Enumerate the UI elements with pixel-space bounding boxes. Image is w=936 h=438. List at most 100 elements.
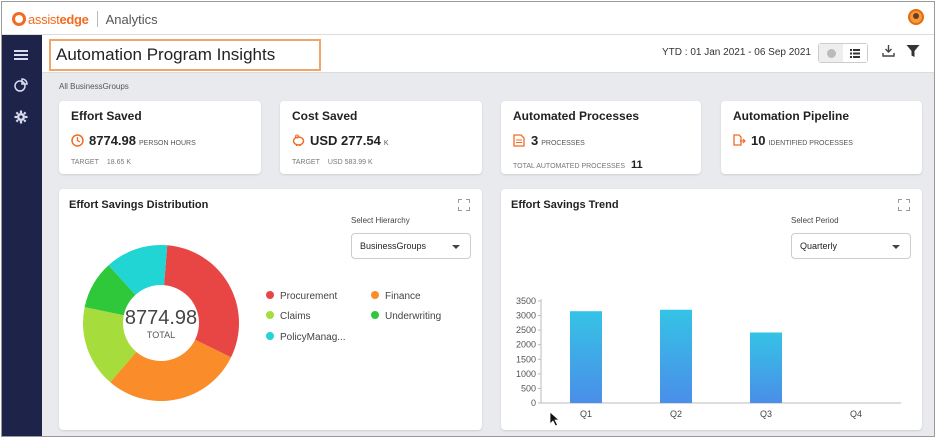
legend-label: Procurement [280,291,338,302]
date-range: YTD : 01 Jan 2021 - 06 Sep 2021 [662,47,811,58]
legend-swatch [266,291,274,300]
title-highlight [49,39,321,71]
effort-distribution-panel: Effort Savings Distribution Select Hiera… [59,189,482,430]
user-avatar[interactable] [908,9,924,25]
y-tick-label: 0 [531,398,536,408]
top-bar: assist edge Analytics [2,2,934,35]
card-title: Effort Saved [71,109,142,123]
hierarchy-select[interactable]: BusinessGroups [351,233,471,259]
donut-chart [83,245,239,401]
legend-item[interactable]: Underwriting [371,311,441,322]
donut-slice-finance[interactable] [110,339,231,401]
donut-total-label: TOTAL [146,330,176,340]
pipeline-icon [733,134,746,147]
automation-pipeline-card: Automation Pipeline 10 IDENTIFIED PROCESS… [721,101,922,174]
expand-icon[interactable] [458,199,470,211]
sidebar [2,35,42,436]
effort-trend-panel: Effort Savings Trend Select Period Quart… [501,189,922,430]
y-tick-label: 3000 [516,311,536,321]
bar-q1[interactable] [570,311,602,403]
bar-q2[interactable] [660,309,692,403]
hierarchy-select-label: Select Hierarchy [351,216,410,225]
x-tick-label: Q1 [580,409,592,419]
kpi-target-value: 18.65 K [106,159,132,166]
kpi-unit: PROCESSES [541,140,585,147]
kpi-target: TARGET 18.65 K [71,159,131,166]
automated-processes-card: Automated Processes 3 PROCESSES TOTAL AUT… [501,101,701,174]
chevron-down-icon [452,245,460,249]
kpi-value: 8774.98 PERSON HOURS [89,133,196,148]
legend-label: PolicyManag... [280,332,346,343]
cost-saved-card: Cost Saved USD 277.54 K TARGET USD 583.99 … [280,101,482,174]
card-title: Automation Pipeline [733,109,850,123]
y-tick-label: 1500 [516,354,536,364]
kpi-value-number: 10 [751,133,766,148]
chart-view-toggle[interactable] [819,44,844,62]
list-icon [850,48,861,58]
page-title: Automation Program Insights [56,45,276,64]
list-view-toggle[interactable] [843,44,867,62]
bar-chart: 0 500 1000 1500 2000 2500 3000 3500 Q1 Q2 Q3 Q4 [516,296,901,419]
breadcrumb: All BusinessGroups [59,82,129,91]
y-tick-label: 500 [521,383,536,393]
x-tick-label: Q3 [760,409,772,419]
brand-name-part-1: assist [28,11,60,27]
y-tick-label: 3500 [516,296,536,306]
kpi-value-number: 3 [531,133,539,148]
gear-icon[interactable] [12,110,30,128]
y-tick-label: 1000 [516,369,536,379]
donut-center: 8774.98 TOTAL [111,307,211,340]
brand-divider [96,11,98,27]
donut-slice-underwriting[interactable] [84,265,136,316]
kpi-total-label: TOTAL AUTOMATED PROCESSES [513,163,626,170]
kpi-total-value: 11 [631,159,643,171]
kpi-total: TOTAL AUTOMATED PROCESSES 11 [513,159,643,171]
bar-q3[interactable] [750,332,782,403]
legend-item[interactable]: PolicyManag... [266,332,346,343]
kpi-target: TARGET USD 583.99 K [292,159,373,166]
mouse-cursor [549,411,561,427]
legend-item[interactable]: Finance [371,291,421,302]
kpi-value: USD 277.54 K [310,133,389,148]
page-header: Automation Program Insights YTD : 01 Jan… [42,35,934,73]
kpi-unit: K [383,140,389,147]
document-icon [513,134,526,147]
x-tick-label: Q4 [850,409,862,419]
legend-label: Underwriting [385,311,442,322]
clock-icon [71,134,84,147]
donut-total-value: 8774.98 [124,307,198,329]
legend-swatch [266,311,274,320]
kpi-unit: PERSON HOURS [139,140,196,147]
x-tick-label: Q2 [670,409,682,419]
kpi-value-number: USD 277.54 [310,133,381,148]
kpi-target-label: TARGET [292,159,320,166]
period-select[interactable]: Quarterly [791,233,911,259]
download-icon[interactable] [879,44,897,62]
donut-slice-policymanag[interactable] [108,245,168,295]
view-toggle[interactable] [818,43,868,63]
panel-title: Effort Savings Trend [511,199,619,211]
pie-chart-icon[interactable] [12,78,30,96]
card-title: Automated Processes [513,109,640,123]
kpi-unit: IDENTIFIED PROCESSES [768,140,853,147]
donut-slice-claims[interactable] [83,307,137,383]
app-name: Analytics [105,11,158,27]
piggy-bank-icon [292,134,305,147]
hamburger-menu-icon[interactable] [12,47,30,65]
legend-swatch [266,332,274,341]
donut-slice-procurement[interactable] [164,245,239,358]
period-select-label: Select Period [791,216,839,225]
expand-icon[interactable] [898,199,910,211]
brand-logo[interactable]: assist edge Analytics [12,10,158,28]
y-tick-label: 2000 [516,340,536,350]
legend-swatch [371,291,379,300]
legend-item[interactable]: Claims [266,311,311,322]
legend-label: Claims [280,311,311,322]
kpi-value: 3 PROCESSES [531,133,585,148]
panel-title: Effort Savings Distribution [69,199,209,211]
kpi-target-value: USD 583.99 K [327,159,373,166]
kpi-value: 10 IDENTIFIED PROCESSES [751,133,853,148]
filter-icon[interactable] [904,44,922,62]
legend-item[interactable]: Procurement [266,291,337,302]
